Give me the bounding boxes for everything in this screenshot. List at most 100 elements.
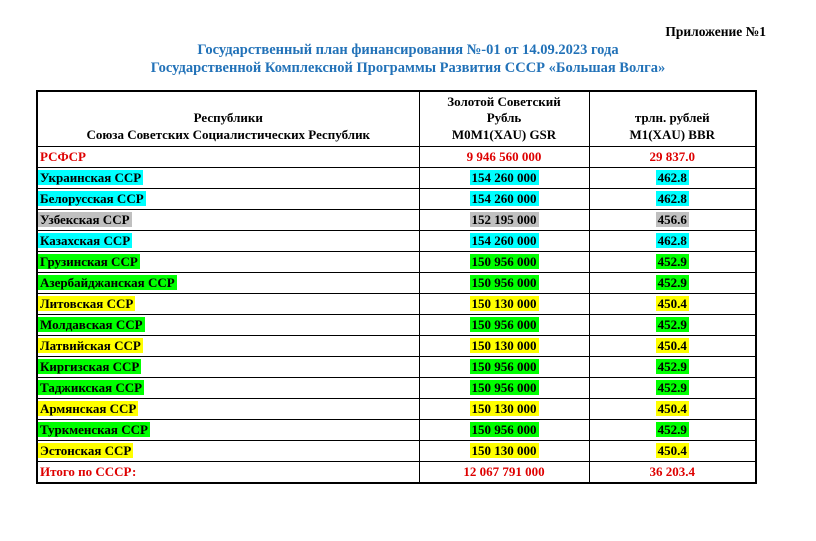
bbr-value-cell: 450.4	[588, 335, 757, 357]
gsr-value-cell: 150 956 000	[418, 419, 590, 441]
table-row: Азербайджанская ССР 150 956 000 452.9	[36, 272, 757, 294]
table-row: Латвийская ССР 150 130 000 450.4	[36, 335, 757, 357]
republic-name: Казахская ССР	[38, 233, 133, 248]
bbr-value: 452.9	[655, 359, 689, 374]
table-row: Молдавская ССР 150 956 000 452.9	[36, 314, 757, 336]
bbr-value: 450.4	[655, 443, 689, 458]
header-gsr-line3: М0М1(XAU) GSR	[451, 126, 557, 142]
bbr-value-cell: 452.9	[588, 272, 757, 294]
table-row: Украинская ССР 154 260 000 462.8	[36, 167, 757, 189]
header-gsr-line2: Рубль	[486, 110, 522, 125]
republic-name-cell: Казахская ССР	[36, 230, 420, 252]
republic-name-cell: Киргизская ССР	[36, 356, 420, 378]
bbr-value-cell: 36 203.4	[588, 461, 757, 484]
gsr-value-cell: 152 195 000	[418, 209, 590, 231]
table-row: Итого по СССР: 12 067 791 000 36 203.4	[36, 461, 757, 484]
gsr-value-cell: 154 260 000	[418, 167, 590, 189]
bbr-value: 452.9	[655, 254, 689, 269]
header-gsr: Золотой Советский Рубль М0М1(XAU) GSR	[418, 90, 590, 147]
republic-name: Латвийская ССР	[38, 338, 143, 353]
bbr-value: 29 837.0	[649, 149, 696, 164]
bbr-value-cell: 452.9	[588, 314, 757, 336]
bbr-value: 462.8	[655, 170, 689, 185]
bbr-value: 452.9	[655, 317, 689, 332]
republic-name-cell: Белорусская ССР	[36, 188, 420, 210]
republic-name-cell: Армянская ССР	[36, 398, 420, 420]
header-republics: Республики Союза Советских Социалистичес…	[36, 90, 420, 147]
bbr-value: 462.8	[655, 233, 689, 248]
republic-name-cell: Латвийская ССР	[36, 335, 420, 357]
republic-name: Итого по СССР:	[40, 464, 137, 479]
republic-name: Таджикская ССР	[38, 380, 145, 395]
republic-name-cell: РСФСР	[36, 146, 420, 168]
gsr-value-cell: 150 956 000	[418, 377, 590, 399]
header-bbr-line1: трлн. рублей	[634, 110, 710, 125]
gsr-value-cell: 9 946 560 000	[418, 146, 590, 168]
table-row: Киргизская ССР 150 956 000 452.9	[36, 356, 757, 378]
table-row: Литовская ССР 150 130 000 450.4	[36, 293, 757, 315]
title-line-2: Государственной Комплексной Программы Ра…	[150, 59, 666, 76]
bbr-value: 456.6	[655, 212, 689, 227]
bbr-value: 450.4	[655, 296, 689, 311]
document-title: Государственный план финансирования №-01…	[0, 42, 816, 77]
bbr-value-cell: 462.8	[588, 230, 757, 252]
bbr-value: 462.8	[655, 191, 689, 206]
republic-name: Белорусская ССР	[38, 191, 146, 206]
gsr-value: 150 130 000	[469, 443, 539, 458]
table-row: Эстонская ССР 150 130 000 450.4	[36, 440, 757, 462]
bbr-value-cell: 452.9	[588, 377, 757, 399]
gsr-value-cell: 12 067 791 000	[418, 461, 590, 484]
bbr-value-cell: 452.9	[588, 251, 757, 273]
gsr-value: 150 130 000	[469, 401, 539, 416]
gsr-value-cell: 150 956 000	[418, 356, 590, 378]
table-row: Грузинская ССР 150 956 000 452.9	[36, 251, 757, 273]
gsr-value-cell: 150 956 000	[418, 251, 590, 273]
gsr-value-cell: 150 956 000	[418, 272, 590, 294]
bbr-value-cell: 462.8	[588, 167, 757, 189]
republic-name: Армянская ССР	[38, 401, 139, 416]
gsr-value: 152 195 000	[469, 212, 539, 227]
bbr-value-cell: 450.4	[588, 440, 757, 462]
header-bbr: трлн. рублей M1(XAU) BBR	[588, 90, 757, 147]
table-row: Узбекская ССР 152 195 000 456.6	[36, 209, 757, 231]
header-republics-line1: Республики	[193, 110, 263, 125]
republic-name: Молдавская ССР	[38, 317, 145, 332]
republic-name: Эстонская ССР	[38, 443, 134, 458]
gsr-value-cell: 150 130 000	[418, 335, 590, 357]
bbr-value-cell: 456.6	[588, 209, 757, 231]
republic-name: Грузинская ССР	[38, 254, 140, 269]
republic-name: Украинская ССР	[38, 170, 144, 185]
header-republics-line2: Союза Советских Социалистических Республ…	[86, 126, 371, 142]
table-row: Белорусская ССР 154 260 000 462.8	[36, 188, 757, 210]
gsr-value-cell: 154 260 000	[418, 188, 590, 210]
republic-name: Туркменская ССР	[38, 422, 150, 437]
bbr-value: 450.4	[655, 401, 689, 416]
gsr-value-cell: 150 130 000	[418, 440, 590, 462]
table-row: РСФСР 9 946 560 000 29 837.0	[36, 146, 757, 168]
republic-name-cell: Литовская ССР	[36, 293, 420, 315]
table-header-row: Республики Союза Советских Социалистичес…	[36, 90, 757, 147]
republic-name-cell: Грузинская ССР	[36, 251, 420, 273]
gsr-value: 150 956 000	[469, 359, 539, 374]
gsr-value: 150 956 000	[469, 422, 539, 437]
gsr-value: 150 956 000	[469, 317, 539, 332]
republic-name-cell: Итого по СССР:	[36, 461, 420, 484]
table-row: Армянская ССР 150 130 000 450.4	[36, 398, 757, 420]
financing-table: Республики Союза Советских Социалистичес…	[36, 90, 757, 484]
republic-name: Киргизская ССР	[38, 359, 142, 374]
gsr-value: 154 260 000	[469, 233, 539, 248]
bbr-value-cell: 450.4	[588, 293, 757, 315]
gsr-value: 12 067 791 000	[463, 464, 545, 479]
republic-name-cell: Эстонская ССР	[36, 440, 420, 462]
republic-name-cell: Туркменская ССР	[36, 419, 420, 441]
gsr-value: 150 130 000	[469, 338, 539, 353]
gsr-value: 154 260 000	[469, 191, 539, 206]
bbr-value: 452.9	[655, 422, 689, 437]
gsr-value-cell: 150 130 000	[418, 293, 590, 315]
gsr-value: 150 956 000	[469, 254, 539, 269]
republic-name: Литовская ССР	[38, 296, 136, 311]
bbr-value-cell: 29 837.0	[588, 146, 757, 168]
title-line-1: Государственный план финансирования №-01…	[197, 42, 619, 58]
republic-name-cell: Азербайджанская ССР	[36, 272, 420, 294]
